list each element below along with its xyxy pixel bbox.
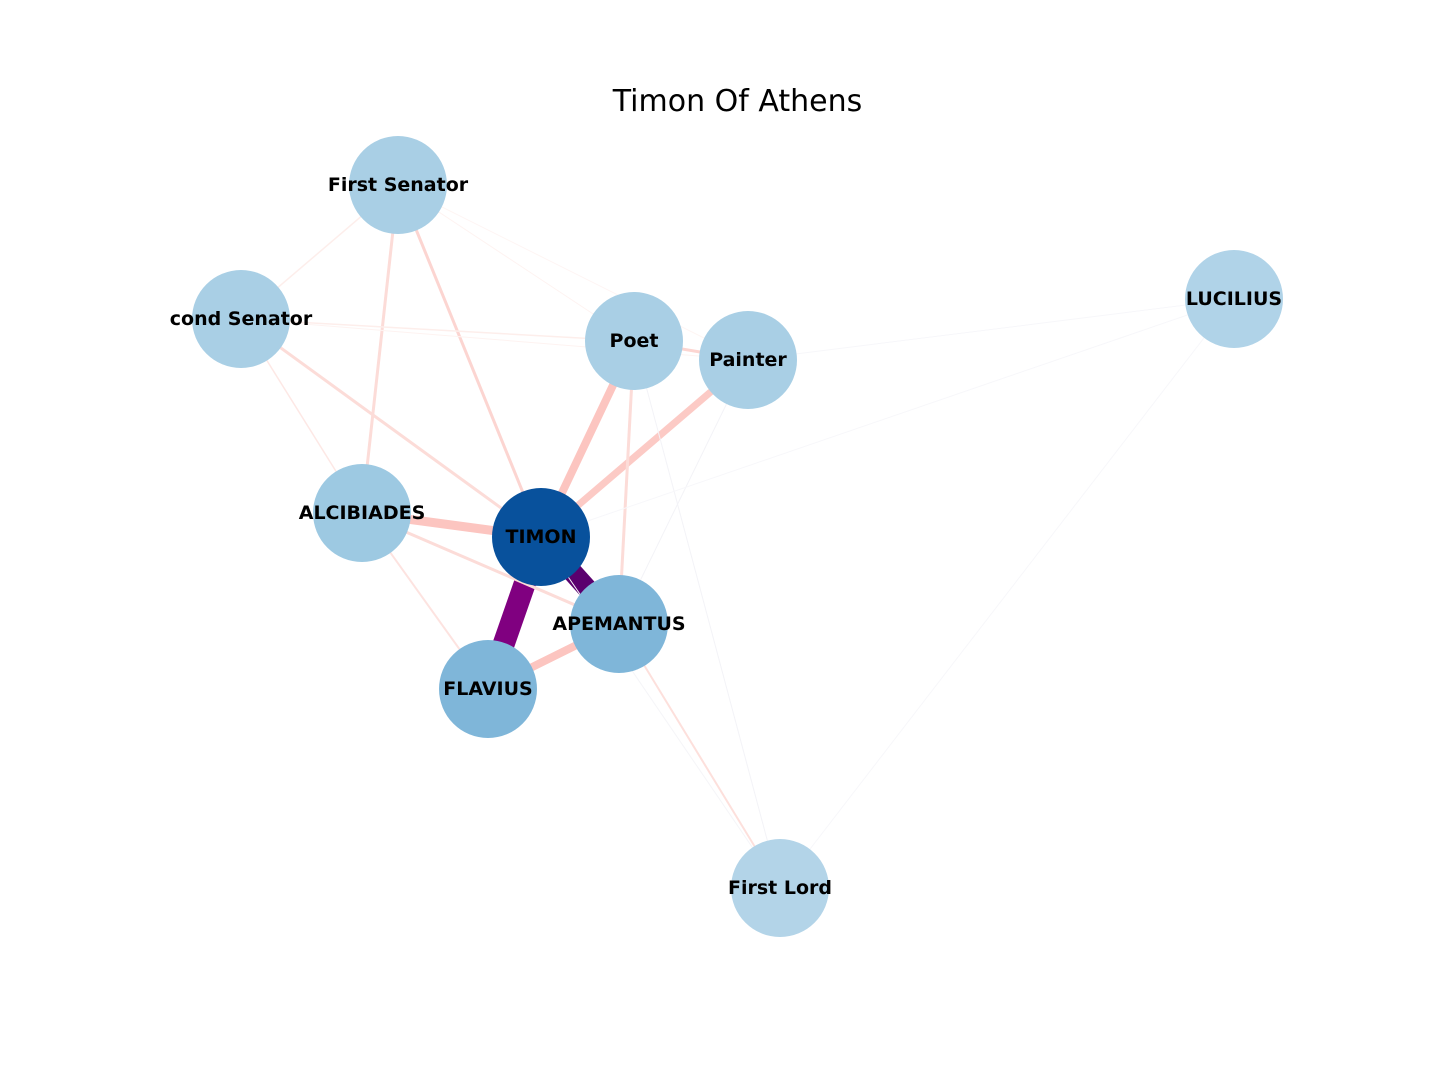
node-label-lucilius: LUCILIUS [1186, 288, 1282, 310]
node-circle-first_lord [731, 839, 829, 937]
node-lucilius: LUCILIUS [1185, 250, 1283, 348]
edge-timon-first_lord [540, 536, 781, 889]
node-label-painter: Painter [709, 349, 787, 371]
node-first_lord: First Lord [728, 839, 832, 937]
node-timon: TIMON [492, 488, 590, 586]
node-circle-painter [699, 311, 797, 409]
edge-timon-second_senator [240, 317, 542, 539]
edge-alcibiades-first_senator [360, 184, 400, 514]
node-circle-poet [585, 292, 683, 390]
edge-timon-lucilius [540, 298, 1235, 538]
chart-title: Timon Of Athens [612, 84, 863, 119]
edge-poet-first_lord [633, 340, 781, 889]
node-circle-timon [492, 488, 590, 586]
node-painter: Painter [699, 311, 797, 409]
node-label-poet: Poet [610, 330, 659, 352]
node-apemantus: APEMANTUS [552, 575, 686, 673]
node-circle-first_senator [349, 136, 447, 234]
node-label-timon: TIMON [506, 526, 577, 548]
node-circle-apemantus [570, 575, 668, 673]
node-circle-second_senator [192, 270, 290, 368]
edge-timon-first_senator [396, 184, 543, 538]
edge-second_senator-poet [240, 318, 635, 342]
node-label-first_lord: First Lord [728, 877, 832, 899]
edge-apemantus-first_lord [618, 623, 781, 889]
nodes-layer: First Senator cond Senator Poet Painter LUCI… [170, 136, 1283, 937]
node-label-flavius: FLAVIUS [443, 678, 532, 700]
edge-first_lord-lucilius [779, 298, 1235, 889]
node-alcibiades: ALCIBIADES [299, 464, 426, 562]
node-label-second_senator: cond Senator [170, 308, 313, 330]
node-poet: Poet [585, 292, 683, 390]
node-circle-lucilius [1185, 250, 1283, 348]
node-second_senator: cond Senator [170, 270, 313, 368]
node-flavius: FLAVIUS [439, 640, 537, 738]
node-label-apemantus: APEMANTUS [552, 613, 685, 635]
node-circle-alcibiades [313, 464, 411, 562]
node-first_senator: First Senator [328, 136, 469, 234]
node-label-alcibiades: ALCIBIADES [299, 502, 426, 524]
edge-first_senator-painter [397, 184, 749, 361]
edge-painter-lucilius [747, 298, 1235, 361]
node-label-first_senator: First Senator [328, 174, 469, 196]
node-circle-flavius [439, 640, 537, 738]
